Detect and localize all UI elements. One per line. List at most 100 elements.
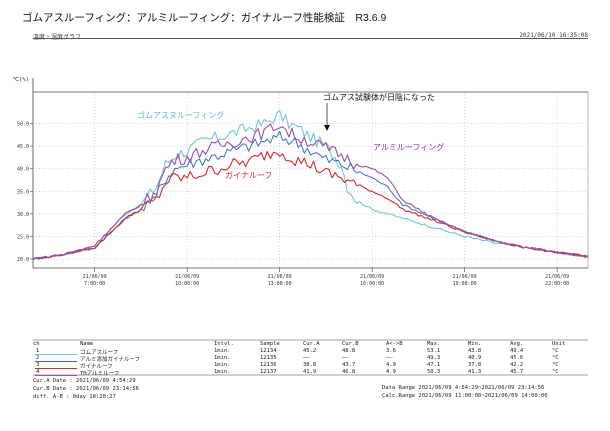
table-cell: ガイナルーフ bbox=[80, 364, 113, 370]
table-cell: ゴムアスルーフ bbox=[80, 350, 119, 356]
table-cell: 45.6 bbox=[510, 355, 524, 361]
series-line bbox=[32, 130, 589, 261]
table-header-cell: Cur.B bbox=[342, 341, 359, 347]
cur-b-date: Cur.B Date : 2021/06/09 23:14:56 bbox=[33, 386, 139, 392]
table-lines bbox=[33, 339, 588, 376]
table-cell: 40.9 bbox=[468, 355, 482, 361]
table-cell: 1min. bbox=[214, 362, 231, 368]
y-tick-label: 50.0 bbox=[17, 122, 29, 128]
table-cell: 4.9 bbox=[386, 362, 396, 368]
table-cell: 49.3 bbox=[427, 355, 441, 361]
x-tick-date: 21/06/09 bbox=[360, 274, 384, 280]
table-header-cell: Cur.A bbox=[303, 341, 320, 347]
x-tick-time: 10:00:00 bbox=[175, 281, 199, 287]
shade-arrow-head bbox=[324, 125, 330, 131]
table-cell: 43.7 bbox=[342, 362, 356, 368]
y-tick-label: 30.0 bbox=[17, 212, 29, 218]
gomu-annotation: ゴムアスヌルーフィング bbox=[137, 110, 224, 120]
x-axis: 21/06/097:00:0021/06/0910:00:0021/06/091… bbox=[83, 268, 569, 287]
table-cell: —— bbox=[386, 355, 393, 361]
table-cell: 12137 bbox=[260, 369, 277, 375]
series-color-swatch bbox=[35, 374, 77, 376]
table-cell: 45.2 bbox=[303, 348, 317, 354]
table-cell: 1min. bbox=[214, 355, 231, 361]
y-tick-label: 40.0 bbox=[17, 167, 29, 173]
table-header-cell: Max. bbox=[427, 341, 441, 347]
table-cell: 45.7 bbox=[510, 369, 524, 375]
calc-range: Calc.Range 2021/06/09 11:00:00~2021/06/0… bbox=[382, 393, 548, 399]
table-cell: —— bbox=[303, 355, 310, 361]
x-tick-time: 16:00:00 bbox=[360, 281, 384, 287]
series-line bbox=[32, 123, 589, 260]
table-cell: 37.8 bbox=[468, 362, 482, 368]
series-line bbox=[32, 109, 589, 260]
table-cell: 12135 bbox=[260, 355, 277, 361]
table-cell: 47.1 bbox=[427, 362, 441, 368]
series-color-swatch bbox=[35, 367, 77, 369]
y-axis: ℃(%) 20.0 25.0 30.0 35.0 40.0 45.0 50.0 bbox=[13, 77, 33, 263]
table-cell: 49.4 bbox=[510, 348, 524, 354]
table-cell: 42.2 bbox=[510, 362, 524, 368]
table-cell: 41.3 bbox=[468, 369, 482, 375]
x-tick-time: 13:00:00 bbox=[268, 281, 292, 287]
table-cell: 53.1 bbox=[427, 348, 441, 354]
table-header-cell: Unit bbox=[552, 341, 566, 347]
table-cell-ch: 1 bbox=[36, 348, 40, 354]
table-header-cell: Sample bbox=[260, 341, 280, 347]
alumi-annotation: アルミルーフィング bbox=[373, 142, 444, 152]
table-header-cell: A<->B bbox=[386, 341, 403, 347]
y-tick-label: 20.0 bbox=[17, 257, 29, 263]
table-cell: 48.8 bbox=[342, 348, 356, 354]
table-cell: 12136 bbox=[260, 362, 277, 368]
table-header-cell: Name bbox=[80, 341, 94, 347]
table-cell: °C bbox=[552, 348, 559, 354]
table-header-cell: ch bbox=[33, 341, 40, 347]
x-tick-time: 19:00:00 bbox=[453, 281, 477, 287]
gaina-annotation: ガイナルーフ bbox=[225, 170, 272, 180]
table-header-cell: Avg. bbox=[510, 341, 524, 347]
y-tick-label: 35.0 bbox=[17, 189, 29, 195]
table-cell: 3.6 bbox=[386, 348, 396, 354]
shade-note: ゴムアス試験体が日陰になった bbox=[323, 92, 435, 102]
x-tick-date: 21/06/09 bbox=[453, 274, 477, 280]
series-layer bbox=[32, 109, 589, 261]
table-cell: 41.9 bbox=[303, 369, 317, 375]
y-unit-label: ℃(%) bbox=[13, 77, 29, 83]
grid-layer bbox=[32, 78, 589, 269]
table-cell: 43.8 bbox=[468, 348, 482, 354]
table-cell: THアルミルーフ bbox=[80, 371, 120, 377]
page-title: ゴムアスルーフィング：アルミルーフィング：ガイナルーフ性能検証 R3.6.9 bbox=[22, 12, 387, 24]
data-range: Data Range 2021/06/09 4:54:29~2021/06/09… bbox=[382, 385, 545, 391]
table-cell: °C bbox=[552, 369, 559, 375]
y-tick-label: 25.0 bbox=[17, 234, 29, 240]
header-timestamp: 2021/06/10 16:35:08 bbox=[519, 32, 588, 39]
x-tick-date: 21/06/09 bbox=[268, 274, 292, 280]
table-cell-ch: 2 bbox=[36, 355, 40, 361]
series-color-swatch bbox=[35, 360, 77, 362]
table-cell: 46.8 bbox=[342, 369, 356, 375]
x-tick-date: 21/06/09 bbox=[83, 274, 107, 280]
table-cell: 1min. bbox=[214, 348, 231, 354]
series-line bbox=[32, 150, 589, 260]
table-cell-ch: 4 bbox=[36, 369, 40, 375]
table-cell: 4.9 bbox=[386, 369, 396, 375]
table-header-cell: Min. bbox=[468, 341, 482, 347]
diff-ab: diff. A-B : 0day 18:20:27 bbox=[33, 394, 116, 400]
series-color-swatch bbox=[35, 353, 77, 355]
table-cell: 1min. bbox=[214, 369, 231, 375]
x-tick-time: 7:00:00 bbox=[84, 281, 105, 287]
cur-a-date: Cur.A Date : 2021/06/09 4:54:29 bbox=[33, 378, 136, 384]
header-rule bbox=[33, 38, 588, 39]
table-cell: —— bbox=[342, 355, 349, 361]
table-cell: 50.3 bbox=[427, 369, 441, 375]
table-cell: 38.8 bbox=[303, 362, 317, 368]
table-header-cell: Intvl. bbox=[214, 341, 234, 347]
table-cell: °C bbox=[552, 355, 559, 361]
x-tick-time: 22:00:00 bbox=[545, 281, 569, 287]
table-cell: °C bbox=[552, 362, 559, 368]
x-tick-date: 21/06/09 bbox=[545, 274, 569, 280]
x-tick-date: 21/06/09 bbox=[175, 274, 199, 280]
table-cell: 12134 bbox=[260, 348, 277, 354]
